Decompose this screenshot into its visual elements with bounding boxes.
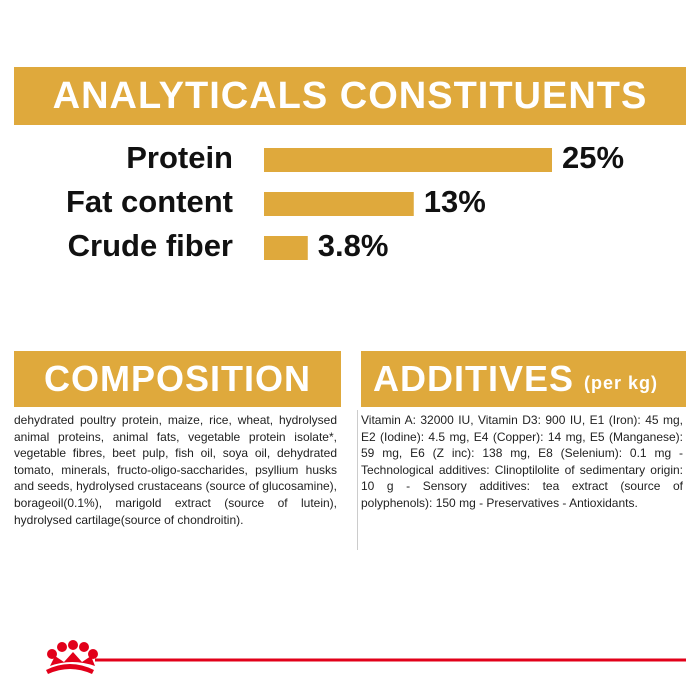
- bar: [264, 236, 308, 260]
- bar: [264, 148, 552, 172]
- additives-text: Vitamin A: 32000 IU, Vitamin D3: 900 IU,…: [361, 413, 683, 510]
- additives-banner: ADDITIVES (per kg): [361, 351, 686, 407]
- bar: [264, 192, 414, 216]
- category-label: Fat content: [66, 184, 233, 219]
- value-label: 13%: [424, 184, 486, 219]
- value-label: 3.8%: [318, 228, 389, 263]
- category-label: Protein: [126, 140, 233, 175]
- category-label: Crude fiber: [68, 228, 233, 263]
- crown-logo: [46, 640, 98, 674]
- composition-title: COMPOSITION: [14, 351, 341, 407]
- additives-title: ADDITIVES: [373, 358, 575, 399]
- composition-text: dehydrated poultry protein, maize, rice,…: [14, 413, 337, 527]
- chart-title: ANALYTICALS CONSTITUENTS: [14, 67, 686, 125]
- additives-subtitle: (per kg): [584, 372, 659, 393]
- divider: [357, 410, 358, 550]
- footer: [46, 640, 686, 674]
- chart: Protein 25% Fat content 13% Crude fiber 3.8%: [66, 140, 624, 263]
- value-label: 25%: [562, 140, 624, 175]
